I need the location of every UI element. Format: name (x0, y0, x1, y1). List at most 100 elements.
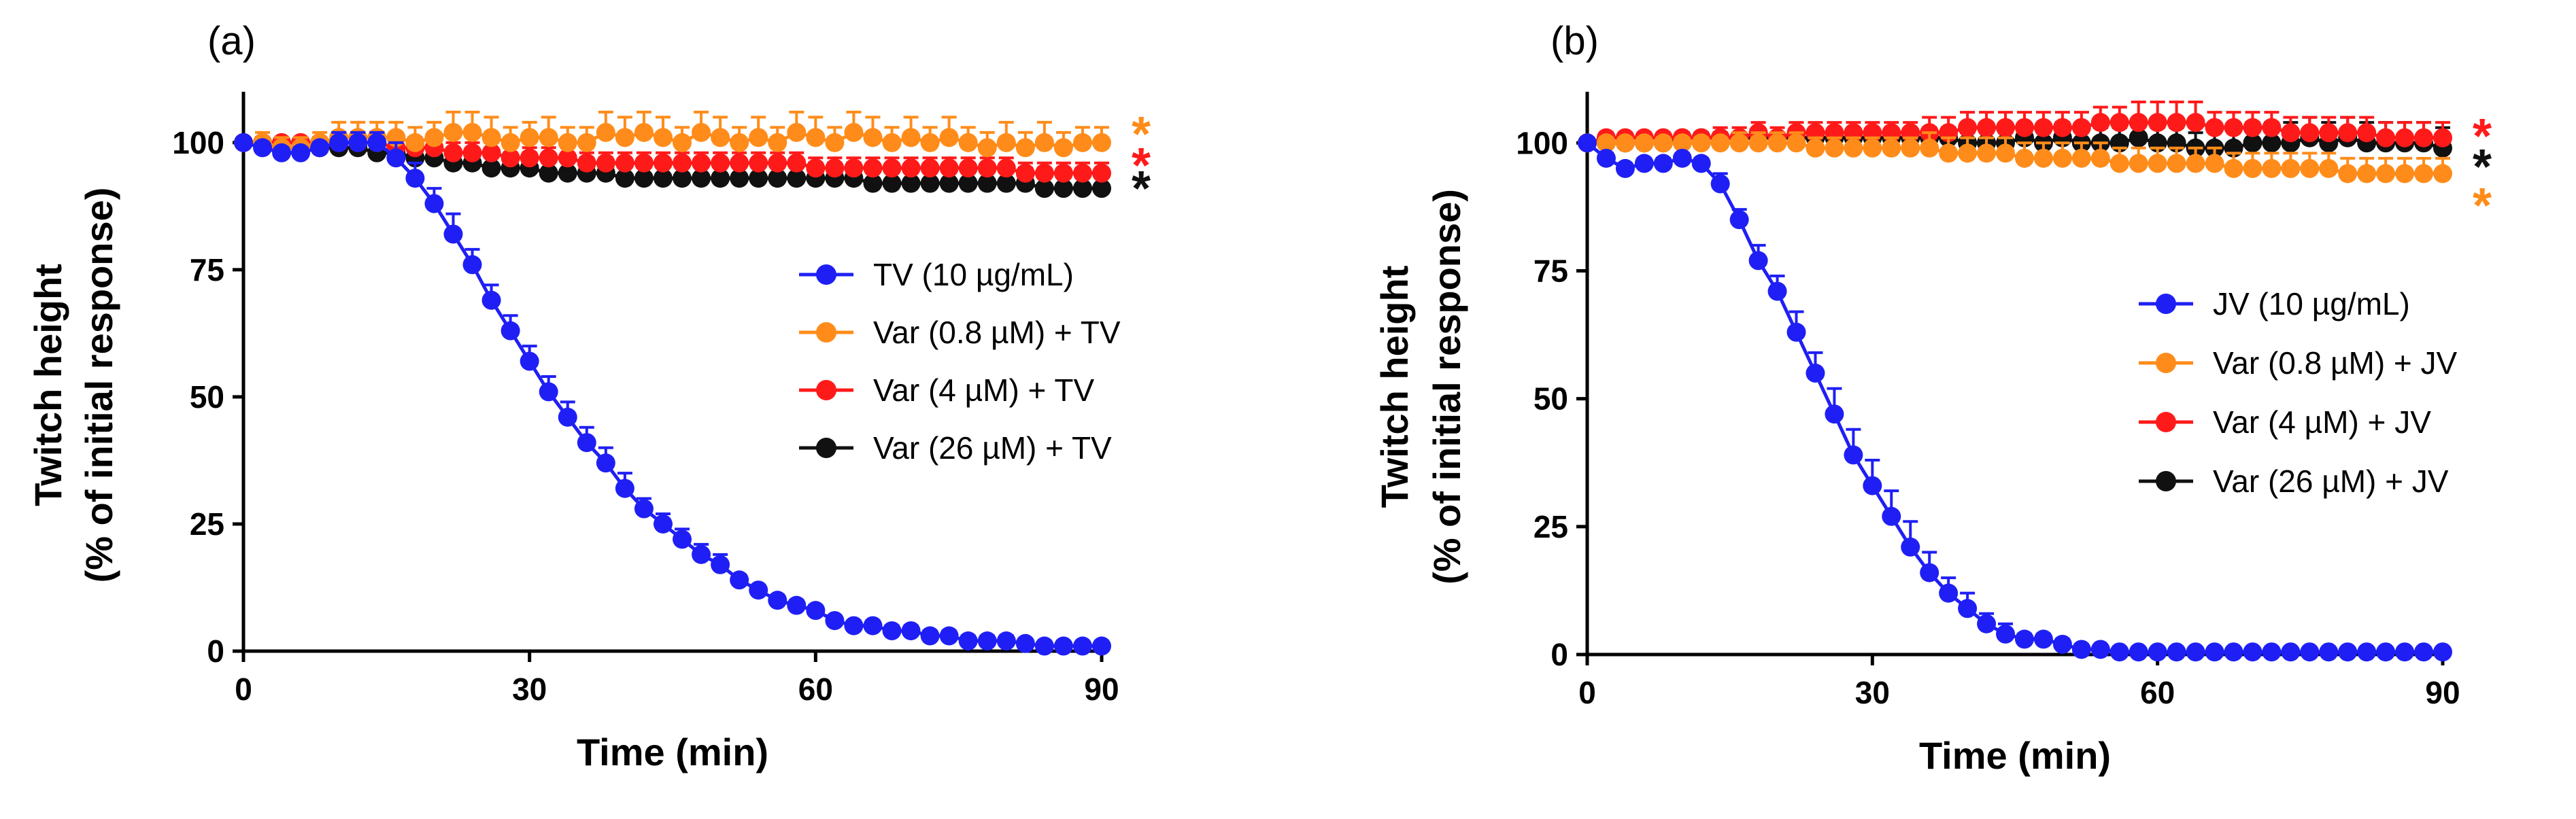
data-point (2376, 128, 2396, 147)
data-point (806, 158, 826, 178)
data-point (253, 138, 273, 158)
legend-entry: Var (0.8 µM) + TV (799, 315, 1121, 350)
data-point (1901, 537, 1920, 557)
data-point (481, 143, 501, 162)
data-point (787, 169, 807, 188)
data-point (1748, 133, 1768, 153)
legend-swatch-marker (816, 322, 836, 343)
data-point (2071, 148, 2091, 168)
data-point (1939, 583, 1959, 603)
data-point (901, 158, 921, 178)
data-point (2357, 123, 2377, 143)
data-point (539, 148, 558, 168)
data-point (2052, 634, 2072, 654)
data-point (2338, 123, 2358, 143)
panel-label: (a) (207, 19, 256, 63)
data-point (2395, 128, 2415, 147)
data-point (2243, 118, 2263, 137)
data-point (481, 128, 501, 147)
data-point (2262, 133, 2282, 153)
x-tick-label: 90 (1084, 672, 1119, 707)
data-point (863, 173, 883, 193)
data-point (1653, 133, 1673, 153)
data-point (2414, 642, 2434, 662)
data-point (2281, 158, 2301, 178)
data-point (977, 158, 997, 178)
data-point (768, 591, 787, 610)
data-point (2433, 164, 2452, 184)
legend-label: Var (4 µM) + JV (2213, 404, 2431, 440)
data-point (291, 143, 311, 162)
legend-swatch-marker (2156, 471, 2176, 491)
data-point (634, 499, 654, 519)
data-point (1977, 614, 1997, 633)
data-point (2414, 128, 2434, 147)
data-point (1053, 179, 1073, 198)
data-point (806, 601, 826, 621)
data-point (863, 616, 883, 635)
data-point (653, 169, 673, 188)
data-point (882, 621, 902, 641)
data-point (596, 453, 615, 473)
data-point (2129, 642, 2148, 662)
data-point (2186, 113, 2205, 133)
data-point (1710, 133, 1730, 153)
data-point (310, 138, 330, 158)
data-point (462, 122, 482, 142)
data-point (653, 128, 673, 147)
data-point (996, 173, 1016, 193)
data-point (2395, 164, 2415, 184)
data-point (2224, 158, 2243, 178)
data-point (539, 128, 558, 147)
data-point (653, 153, 673, 173)
legend-label: Var (26 µM) + JV (2213, 464, 2449, 499)
data-point (2186, 154, 2205, 173)
data-point (939, 158, 959, 178)
data-point (768, 133, 787, 152)
data-point (272, 143, 292, 162)
data-point (2414, 164, 2434, 184)
data-point (615, 153, 634, 173)
data-point (1092, 163, 1111, 183)
data-point (749, 153, 768, 173)
data-point (462, 143, 482, 162)
y-axis-title-line1: Twitch height (1373, 266, 1416, 508)
data-point (2071, 640, 2091, 659)
data-point (2033, 148, 2053, 168)
significance-star: * (2473, 109, 2492, 164)
data-point (1825, 404, 1844, 424)
data-point (2205, 154, 2224, 173)
data-point (481, 158, 501, 178)
series-1 (234, 130, 1111, 656)
legend-swatch-marker (816, 438, 836, 458)
chart-panel-a: (a) 0 25 50 75 100 0 30 60 90 Time (min) Twitch hei… (27, 19, 1151, 773)
data-point (348, 133, 368, 152)
y-tick-label: 100 (1516, 125, 1568, 160)
x-axis-title: Time (min) (577, 731, 768, 773)
data-point (1729, 133, 1749, 153)
data-point (1920, 138, 1939, 158)
data-point (692, 122, 711, 142)
y-axis-title-line2: (% of initial response) (78, 188, 120, 583)
data-point (2262, 158, 2282, 178)
data-point (1844, 138, 1863, 158)
data-point (2109, 154, 2129, 173)
data-point (634, 169, 654, 188)
data-point (2262, 118, 2282, 137)
chart-panel-b: (b) 0 25 50 75 100 0 30 60 90 Time (min) Twitch hei… (1373, 19, 2492, 777)
data-point (558, 407, 577, 427)
data-point (844, 122, 864, 142)
legend-swatch-marker (2156, 353, 2176, 373)
data-point (2338, 164, 2358, 184)
significance-star: * (1132, 139, 1151, 193)
data-point (2014, 629, 2034, 649)
data-point (882, 158, 902, 178)
y-tick-label: 25 (190, 506, 224, 542)
data-point (405, 133, 425, 152)
data-point (577, 153, 596, 173)
data-point (825, 133, 845, 152)
data-point (501, 148, 520, 168)
data-point (615, 478, 634, 498)
x-axis-title: Time (min) (1919, 734, 2111, 777)
data-point (1748, 251, 1768, 271)
